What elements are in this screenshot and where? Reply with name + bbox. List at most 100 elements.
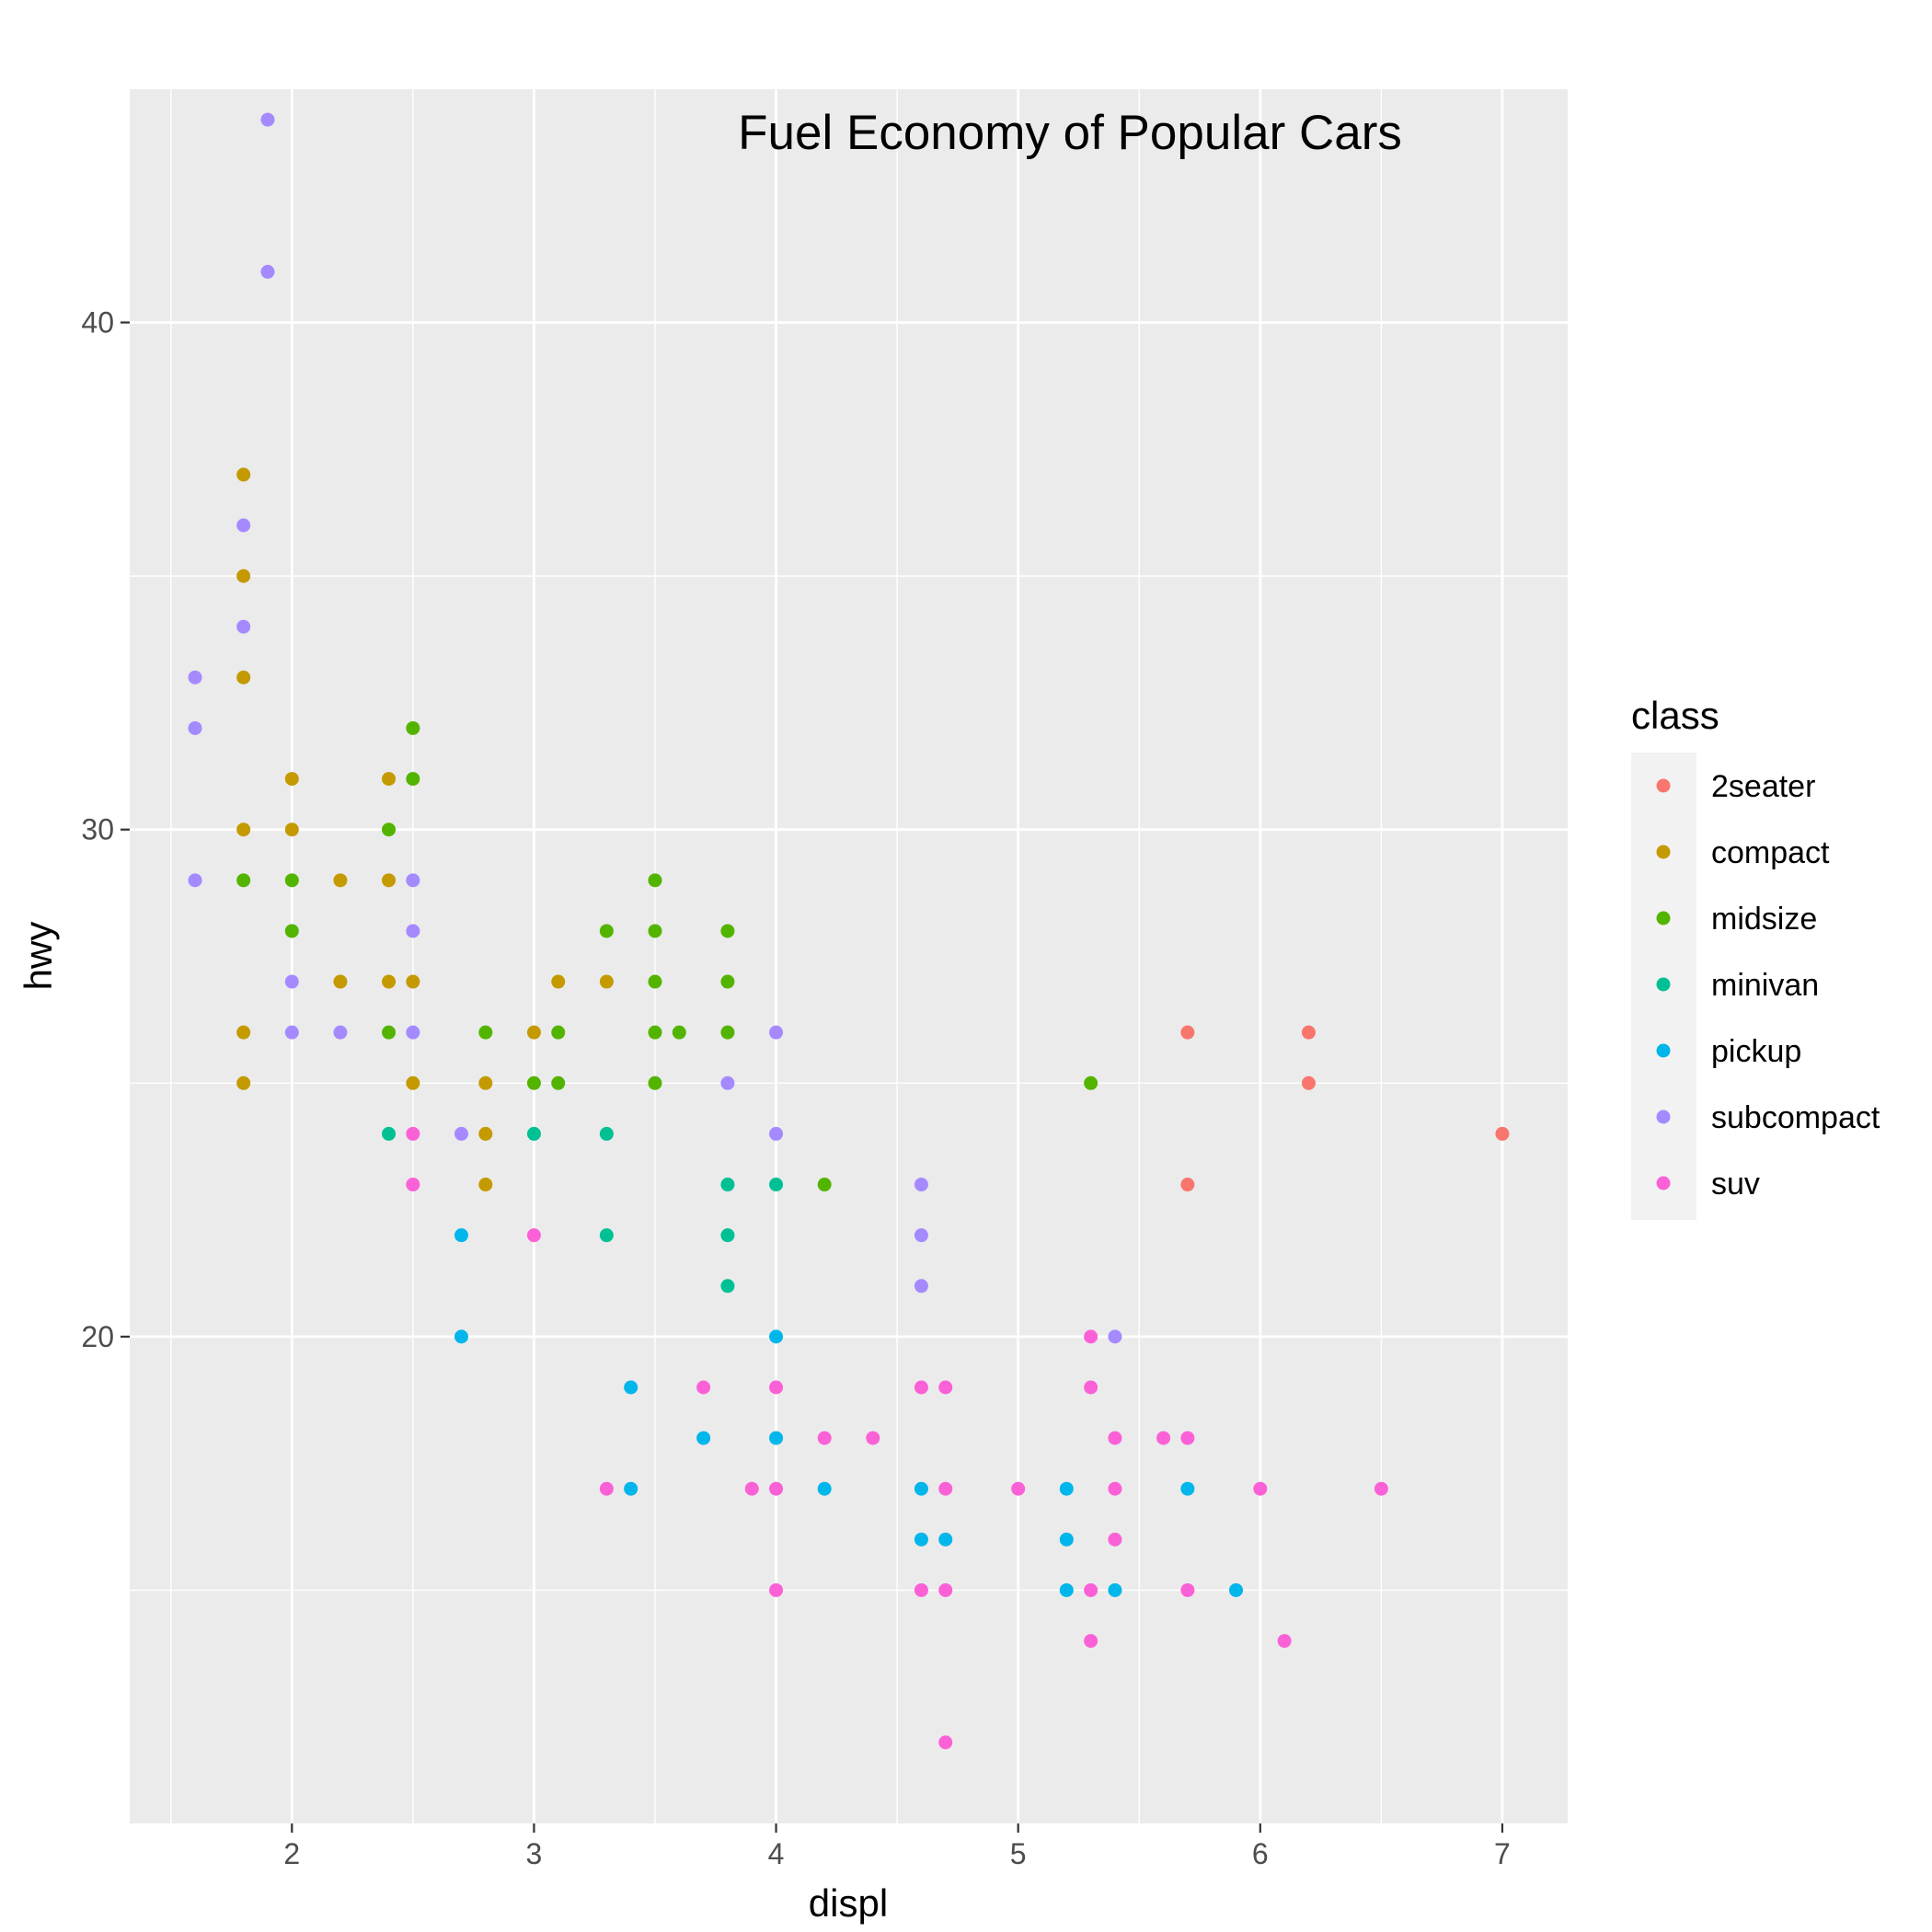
data-point-compact [236, 822, 251, 837]
data-point-midsize [599, 924, 614, 938]
y-axis-title: hwy [17, 922, 60, 991]
data-point-suv [769, 1582, 784, 1597]
data-point-2seater [1180, 1178, 1195, 1192]
data-point-minivan [382, 1126, 397, 1141]
data-point-suv [1156, 1431, 1171, 1445]
data-point-suv [1180, 1431, 1195, 1445]
data-point-subcompact [236, 518, 251, 533]
data-point-pickup [1108, 1582, 1122, 1597]
data-point-subcompact [406, 924, 420, 938]
data-point-pickup [817, 1481, 832, 1496]
data-point-midsize [382, 822, 397, 837]
x-tick-label: 2 [283, 1837, 300, 1870]
legend-title: class [1631, 694, 1719, 737]
chart-title: Fuel Economy of Popular Cars [738, 106, 1402, 160]
data-point-compact [333, 974, 348, 989]
data-point-pickup [1059, 1582, 1074, 1597]
data-point-midsize [648, 1075, 662, 1090]
data-point-suv [1108, 1431, 1122, 1445]
data-point-suv [769, 1380, 784, 1395]
data-point-midsize [648, 873, 662, 888]
legend: class 2seater compact midsize minivan pickup… [1631, 694, 1880, 1220]
data-point-pickup [696, 1431, 711, 1445]
data-point-minivan [720, 1279, 735, 1294]
data-point-compact [236, 670, 251, 684]
data-point-midsize [406, 720, 420, 735]
data-point-midsize [672, 1025, 686, 1040]
x-tick-label: 3 [526, 1837, 543, 1870]
x-tick-label: 6 [1252, 1837, 1269, 1870]
data-point-midsize [551, 1025, 566, 1040]
data-point-suv [1084, 1329, 1098, 1344]
data-point-midsize [720, 974, 735, 989]
data-point-subcompact [769, 1025, 784, 1040]
data-point-suv [1084, 1380, 1098, 1395]
data-point-subcompact [769, 1126, 784, 1141]
data-point-pickup [454, 1329, 468, 1344]
data-point-suv [1253, 1481, 1268, 1496]
data-point-pickup [454, 1228, 468, 1243]
data-point-pickup [769, 1431, 784, 1445]
data-point-midsize [720, 1025, 735, 1040]
data-point-pickup [914, 1532, 928, 1547]
x-axis-title: displ [809, 1881, 888, 1925]
data-point-minivan [526, 1126, 541, 1141]
data-point-suv [1011, 1481, 1026, 1496]
data-point-minivan [599, 1126, 614, 1141]
data-point-pickup [624, 1380, 638, 1395]
y-tick-label: 20 [81, 1320, 114, 1353]
legend-label-compact: compact [1711, 835, 1830, 870]
data-point-suv [1108, 1532, 1122, 1547]
data-point-compact [236, 1075, 251, 1090]
plot-panel [130, 89, 1568, 1823]
data-point-suv [406, 1178, 420, 1192]
legend-items: 2seater compact midsize minivan pickup subcom… [1656, 769, 1880, 1202]
data-point-suv [938, 1380, 953, 1395]
data-point-minivan [599, 1228, 614, 1243]
y-tick-label: 40 [81, 306, 114, 339]
data-point-subcompact [188, 670, 202, 684]
data-point-compact [333, 873, 348, 888]
data-point-suv [1374, 1481, 1388, 1496]
data-point-minivan [769, 1178, 784, 1192]
data-point-2seater [1180, 1025, 1195, 1040]
data-point-minivan [720, 1178, 735, 1192]
data-point-suv [938, 1582, 953, 1597]
data-point-compact [284, 772, 299, 787]
legend-key-subcompact [1656, 1110, 1671, 1124]
minor-gridlines [130, 68, 1568, 1823]
data-point-midsize [236, 873, 251, 888]
data-point-midsize [382, 1025, 397, 1040]
data-point-pickup [624, 1481, 638, 1496]
legend-key-pickup [1656, 1043, 1671, 1058]
data-point-compact [478, 1126, 493, 1141]
data-point-suv [769, 1481, 784, 1496]
data-point-suv [406, 1126, 420, 1141]
data-point-2seater [1301, 1025, 1316, 1040]
data-point-pickup [1180, 1481, 1195, 1496]
data-point-subcompact [284, 974, 299, 989]
x-tick-label: 4 [768, 1837, 785, 1870]
legend-label-midsize: midsize [1711, 902, 1817, 937]
data-points [188, 112, 1510, 1750]
y-axis: 20 30 40 [81, 306, 130, 1353]
legend-key-2seater [1656, 778, 1671, 793]
data-point-minivan [720, 1228, 735, 1243]
data-point-compact [382, 873, 397, 888]
data-point-subcompact [914, 1279, 928, 1294]
data-point-suv [599, 1481, 614, 1496]
x-axis: 2 3 4 5 6 7 [283, 1823, 1511, 1870]
data-point-pickup [1229, 1582, 1244, 1597]
legend-label-2seater: 2seater [1711, 769, 1815, 804]
data-point-compact [599, 974, 614, 989]
data-point-compact [382, 974, 397, 989]
data-point-suv [696, 1380, 711, 1395]
data-point-midsize [526, 1075, 541, 1090]
data-point-subcompact [260, 112, 275, 127]
data-point-subcompact [406, 873, 420, 888]
legend-key-compact [1656, 845, 1671, 859]
data-point-compact [526, 1025, 541, 1040]
data-point-compact [478, 1075, 493, 1090]
legend-label-pickup: pickup [1711, 1034, 1801, 1069]
data-point-compact [478, 1178, 493, 1192]
